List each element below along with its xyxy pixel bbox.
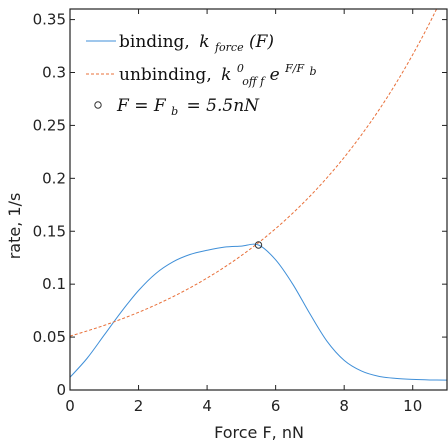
y-tick-label: 0.25: [33, 116, 66, 134]
y-tick-label: 0.15: [33, 222, 66, 240]
legend-point-sub: b: [171, 105, 178, 118]
legend-unbinding-text: unbinding, k 0 off f e F/F b: [119, 57, 317, 90]
legend-point-value: = 5.5nN: [187, 96, 261, 116]
legend-point-label: F = F: [116, 96, 167, 116]
intersection-marker: [254, 241, 263, 249]
x-tick-label: 4: [202, 397, 212, 415]
legend-binding-sub: force: [214, 41, 244, 54]
legend-unbinding-word: unbinding,: [119, 65, 212, 85]
axis-ticks: 0 2 4 6 8 10 0 0.05 0.1 0.15 0.2 0.25 0.3 0.35: [33, 9, 447, 415]
y-tick-label: 0.3: [42, 64, 66, 82]
legend-point-text: F = F b = 5.5nN: [116, 96, 260, 120]
y-tick-label: 0.05: [33, 328, 66, 346]
legend: binding, k force (F) unbinding, k 0 off …: [86, 32, 317, 120]
series-line-unbinding: [70, 9, 438, 337]
y-tick-label: 0: [56, 381, 66, 399]
x-tick-label: 8: [339, 397, 349, 415]
x-tick-label: 6: [271, 397, 281, 415]
legend-unbinding-exp-base: e: [270, 65, 280, 85]
legend-binding-text: binding, k force (F): [119, 32, 274, 56]
x-axis-label: Force F, nN: [214, 423, 304, 442]
x-tick-label: 0: [65, 397, 75, 415]
series-line-binding: [70, 243, 447, 381]
legend-point-marker: [94, 101, 102, 109]
legend-binding-word: binding,: [119, 32, 190, 52]
y-tick-label: 0.2: [42, 169, 66, 187]
legend-binding-k: k: [199, 32, 209, 52]
plot-frame: [69, 8, 448, 391]
y-axis-label: rate, 1/s: [5, 193, 24, 260]
x-tick-label: 2: [134, 397, 144, 415]
legend-unbinding-exp-sup: F/F: [284, 62, 304, 75]
legend-unbinding-sup: 0: [237, 62, 244, 75]
y-tick-label: 0.35: [33, 11, 66, 29]
legend-unbinding-exp-sub: b: [310, 65, 317, 78]
plot-area: [70, 9, 447, 381]
legend-unbinding-k: k: [221, 65, 231, 85]
legend-unbinding-sub: off f: [242, 75, 266, 88]
y-tick-label: 0.1: [42, 275, 66, 293]
legend-binding-arg: (F): [249, 32, 274, 52]
x-tick-label: 10: [403, 397, 422, 415]
